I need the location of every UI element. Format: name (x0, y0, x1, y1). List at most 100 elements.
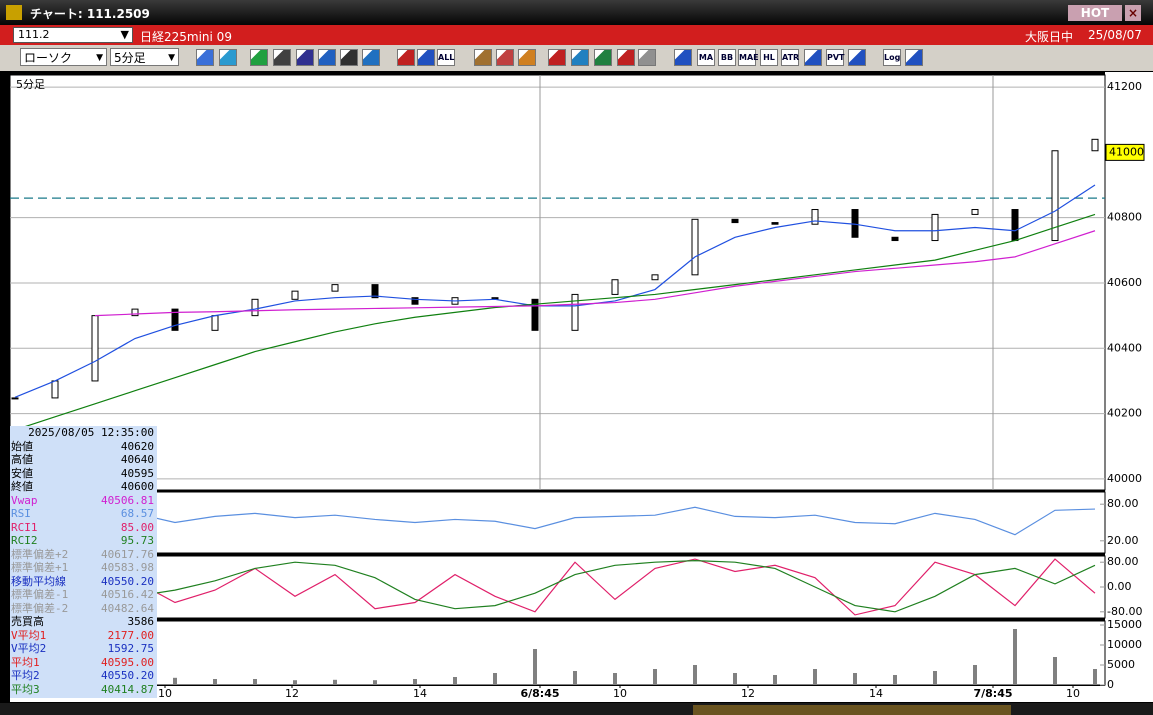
pane-label: 5分足 (16, 78, 45, 91)
candle (651, 274, 659, 281)
status-progress (693, 705, 1011, 715)
candle (971, 209, 979, 215)
volume-bar (573, 671, 577, 685)
y-tick-label: 41200 (1107, 80, 1142, 93)
y-tick-label: 80.00 (1107, 555, 1139, 568)
tool-icon[interactable] (674, 49, 692, 66)
tool-button[interactable]: MA (697, 49, 715, 66)
info-value: 95.73 (120, 534, 154, 547)
app-icon (6, 5, 22, 20)
info-row: 移動平均線 40550.20 (10, 575, 157, 589)
volume-bar (1093, 669, 1097, 685)
y-tick-label: 15000 (1107, 618, 1142, 631)
tool-button[interactable]: ATR (781, 49, 799, 66)
info-row: 標準偏差-2 40482.64 (10, 602, 157, 616)
volume-bar (253, 679, 257, 685)
info-value: 40550.20 (101, 669, 154, 682)
x-tick-label: 10 (613, 687, 627, 700)
y-tick-label: 40600 (1107, 276, 1142, 289)
tool-button[interactable]: BB (718, 49, 736, 66)
tool-icon[interactable] (905, 49, 923, 66)
tool-icon[interactable] (804, 49, 822, 66)
tool-button[interactable]: MAE (738, 49, 759, 66)
volume-bar (973, 665, 977, 685)
price-marker (1105, 143, 1145, 161)
volume-bar (173, 677, 177, 685)
tool-icon[interactable] (617, 49, 635, 66)
candle (851, 209, 859, 238)
candle (571, 293, 579, 331)
candle (171, 308, 179, 331)
y-tick-label: 0 (1107, 678, 1114, 691)
volume-bar (333, 679, 337, 685)
candle (331, 284, 339, 292)
code-select[interactable]: 111.2 ▼ (13, 27, 133, 43)
info-value: 2177.00 (107, 628, 154, 642)
x-tick-label: 14 (869, 687, 883, 700)
x-tick-label: 12 (285, 687, 299, 700)
tool-icon[interactable] (848, 49, 866, 66)
session: 大阪日中 (1025, 30, 1074, 44)
chart-type-select[interactable]: ローソク ▼ (20, 48, 107, 66)
candle (731, 218, 739, 224)
info-value: 40482.64 (101, 601, 154, 615)
close-button[interactable]: × (1125, 5, 1141, 21)
interval-select[interactable]: 5分足 ▼ (110, 48, 179, 66)
info-panel: 2025/08/05 12:35:00 始値 40620 高値 40640 安値 4059… (10, 426, 157, 698)
info-value: 40550.20 (101, 574, 154, 588)
volume-bar (293, 680, 297, 685)
y-tick-label: 40800 (1107, 211, 1142, 224)
candle (1051, 150, 1059, 242)
info-row: Vwap 40506.81 (10, 494, 157, 508)
tool-icon[interactable] (548, 49, 566, 66)
tool-icon[interactable] (273, 49, 291, 66)
tool-icon[interactable] (250, 49, 268, 66)
volume-bar (1053, 657, 1057, 685)
x-tick-label: 6/8:45 (520, 687, 559, 700)
volume-bar (453, 677, 457, 685)
tool-button[interactable]: Log (883, 49, 901, 66)
info-value: 40640 (120, 453, 154, 466)
code: 111.2 (18, 28, 50, 41)
series-line (14, 558, 1096, 616)
tool-icon[interactable] (417, 49, 435, 66)
info-label: 高値 (11, 453, 33, 466)
volume-bar (733, 673, 737, 685)
candle (411, 297, 419, 305)
info-value: 68.57 (120, 507, 154, 520)
tool-icon[interactable] (196, 49, 214, 66)
tool-icon[interactable] (296, 49, 314, 66)
tool-icon[interactable] (571, 49, 589, 66)
x-axis-area (10, 686, 1105, 702)
tool-icon[interactable] (474, 49, 492, 66)
info-label: 平均1 (11, 655, 40, 669)
price-marker-label: 41000 (1109, 145, 1144, 158)
series-line (94, 230, 1096, 317)
candle (811, 209, 819, 225)
tool-icon[interactable] (340, 49, 358, 66)
tool-icon[interactable] (219, 49, 237, 66)
x-tick-label: 10 (1066, 687, 1080, 700)
volume-bar (493, 673, 497, 685)
tool-icon[interactable] (638, 49, 656, 66)
info-row: 終値 40600 (10, 480, 157, 494)
tool-icon[interactable] (518, 49, 536, 66)
candle (531, 298, 539, 331)
candle (291, 290, 299, 300)
tool-button[interactable]: HL (760, 49, 778, 66)
y-tick-label: 20.00 (1107, 534, 1139, 547)
tool-button[interactable]: ALL (437, 49, 455, 66)
info-row: 標準偏差+1 40583.98 (10, 561, 157, 575)
hot-button[interactable]: HOT (1068, 5, 1122, 21)
tool-icon[interactable] (318, 49, 336, 66)
series-line (14, 184, 1096, 398)
candle (611, 279, 619, 295)
info-value: 40595.00 (101, 655, 154, 669)
tool-icon[interactable] (496, 49, 514, 66)
tool-icon[interactable] (362, 49, 380, 66)
tool-icon[interactable] (594, 49, 612, 66)
y-tick-label: 5000 (1107, 658, 1135, 671)
tool-icon[interactable] (397, 49, 415, 66)
tool-button[interactable]: PVT (826, 49, 845, 66)
info-label: 標準偏差-1 (11, 588, 69, 601)
